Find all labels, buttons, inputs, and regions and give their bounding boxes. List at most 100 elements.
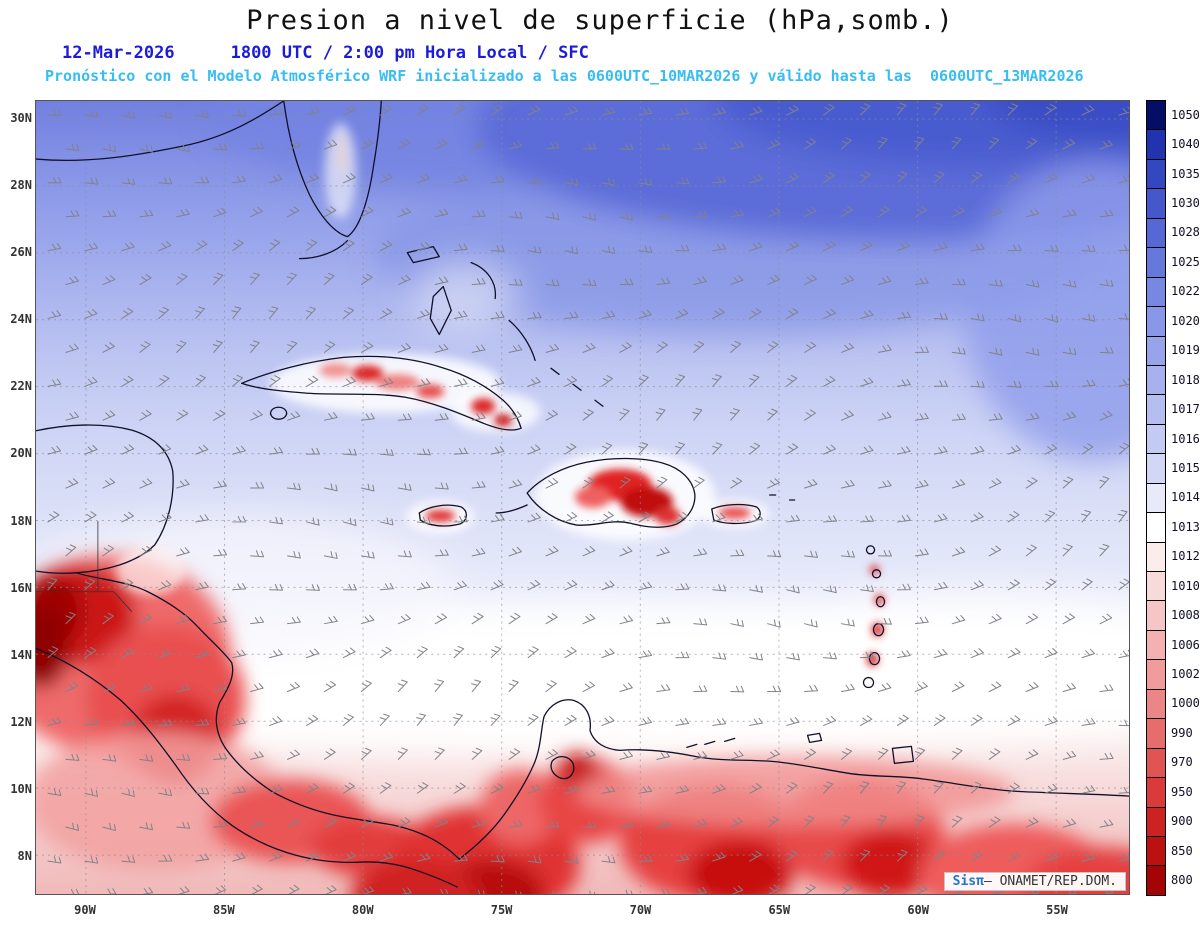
colorbar-swatch — [1146, 100, 1166, 131]
lat-tick-label: 8N — [17, 848, 32, 863]
colorbar-tick-label: 1019 — [1171, 343, 1200, 358]
colorbar-tick-label: 900 — [1171, 814, 1193, 829]
florida-keys — [298, 239, 349, 260]
colorbar-tick-label: 970 — [1171, 755, 1193, 770]
haiti-peninsula — [495, 504, 528, 514]
colorbar-row: 1010 — [1146, 571, 1200, 602]
turks-caicos — [769, 494, 796, 501]
latlon-gridlines — [36, 101, 1129, 894]
colorbar-row: 1015 — [1146, 453, 1200, 484]
trinidad — [891, 745, 915, 764]
colorbar-swatch — [1146, 306, 1166, 337]
bahamas-islands — [406, 245, 604, 407]
colorbar-tick-label: 1000 — [1171, 696, 1200, 711]
colorbar-row: 1022 — [1146, 276, 1200, 308]
colorbar-tick-label: 1016 — [1171, 431, 1200, 446]
colorbar-row: 1012 — [1146, 541, 1200, 572]
central-america-caribbean-coast — [75, 572, 460, 860]
colorbar-swatch — [1146, 600, 1166, 631]
colorbar-row: 1000 — [1146, 688, 1200, 720]
margarita-island — [806, 732, 823, 744]
colorbar-row: 900 — [1146, 806, 1200, 837]
colorbar-legend: 1050 1040 1035 1030 1028 1025 1022 1020 1019 1018… — [1146, 100, 1200, 896]
colorbar-swatch — [1146, 188, 1166, 219]
colorbar-tick-label: 850 — [1171, 843, 1193, 858]
colorbar-row: 970 — [1146, 747, 1200, 779]
colorbar-row: 1013 — [1146, 512, 1200, 543]
lat-tick-label: 10N — [10, 781, 32, 796]
colorbar-tick-label: 1020 — [1171, 313, 1200, 328]
lon-tick-label: 80W — [351, 903, 374, 917]
colorbar-row: 850 — [1146, 835, 1200, 867]
colorbar-row: 1014 — [1146, 482, 1200, 514]
colorbar-row: 1019 — [1146, 335, 1200, 366]
lat-tick-label: 30N — [10, 111, 32, 125]
colorbar-tick-label: 990 — [1171, 725, 1193, 740]
colorbar-swatch — [1146, 806, 1166, 837]
colorbar-tick-label: 1017 — [1171, 402, 1200, 417]
lat-tick-label: 24N — [10, 312, 32, 327]
colorbar-tick-label: 1028 — [1171, 225, 1200, 240]
colorbar-swatch — [1146, 747, 1166, 779]
colorbar-row: 1016 — [1146, 423, 1200, 455]
colorbar-swatch — [1146, 158, 1166, 190]
colorbar-swatch — [1146, 453, 1166, 484]
lon-tick-label: 65W — [768, 903, 791, 917]
colorbar-tick-label: 1013 — [1171, 519, 1200, 534]
colorbar-row: 1002 — [1146, 659, 1200, 690]
colorbar-row: 1028 — [1146, 217, 1200, 249]
colorbar-tick-label: 1002 — [1171, 667, 1200, 682]
lon-tick-label: 55W — [1046, 903, 1068, 917]
lat-tick-label: 14N — [10, 647, 32, 662]
colorbar-swatch — [1146, 129, 1166, 160]
colorbar-swatch — [1146, 335, 1166, 366]
colorbar-row: 1040 — [1146, 129, 1200, 160]
colorbar-swatch — [1146, 541, 1166, 572]
pressure-map — [36, 101, 1129, 894]
valid-date: 12-Mar-2026 — [62, 43, 175, 63]
colorbar-tick-label: 1015 — [1171, 460, 1200, 475]
page-title: Presion a nivel de superficie (hPa,somb.… — [246, 5, 954, 36]
colorbar-swatch — [1146, 247, 1166, 278]
colorbar-tick-label: 1018 — [1171, 372, 1200, 387]
lon-tick-label: 75W — [490, 903, 513, 917]
colorbar-row: 1006 — [1146, 629, 1200, 661]
lat-tick-label: 26N — [10, 245, 32, 260]
south-america-coastline — [458, 699, 1129, 860]
colorbar-tick-label: 800 — [1171, 873, 1193, 888]
lat-tick-label: 18N — [10, 513, 32, 528]
colorbar-row: 1020 — [1146, 306, 1200, 337]
colorbar-swatch — [1146, 512, 1166, 543]
central-america-pacific-coast — [36, 647, 458, 888]
colorbar-tick-label: 1030 — [1171, 196, 1200, 211]
wind-barbs — [47, 102, 1129, 894]
lon-tick-label: 90W — [74, 903, 96, 917]
colorbar-swatch — [1146, 659, 1166, 690]
spacer — [175, 43, 231, 63]
colorbar-swatch — [1146, 394, 1166, 425]
colorbar-row: 1050 — [1146, 100, 1200, 131]
colorbar-swatch — [1146, 217, 1166, 249]
map-area: Sisπ— ONAMET/REP.DOM. — [35, 100, 1130, 895]
high-pressure-shading — [205, 101, 1129, 461]
lat-tick-label: 16N — [10, 580, 32, 595]
colorbar-tick-label: 1025 — [1171, 254, 1200, 269]
abc-islands — [686, 737, 736, 749]
lesser-antilles — [862, 545, 886, 689]
lat-tick-label: 22N — [10, 379, 32, 394]
colorbar-swatch — [1146, 835, 1166, 867]
low-pressure-shading — [36, 554, 1129, 894]
coastlines — [36, 101, 1129, 888]
colorbar-tick-label: 950 — [1171, 784, 1193, 799]
lon-tick-label: 85W — [213, 903, 235, 917]
cuba-coastline — [240, 355, 522, 431]
colorbar-swatch — [1146, 629, 1166, 661]
colorbar-tick-label: 1050 — [1171, 107, 1200, 122]
colorbar-row: 1030 — [1146, 188, 1200, 219]
jamaica-coastline — [418, 504, 467, 527]
colorbar-swatch — [1146, 865, 1166, 896]
colorbar-row: 1018 — [1146, 364, 1200, 396]
colorbar-swatch — [1146, 571, 1166, 602]
colorbar-row: 1017 — [1146, 394, 1200, 425]
